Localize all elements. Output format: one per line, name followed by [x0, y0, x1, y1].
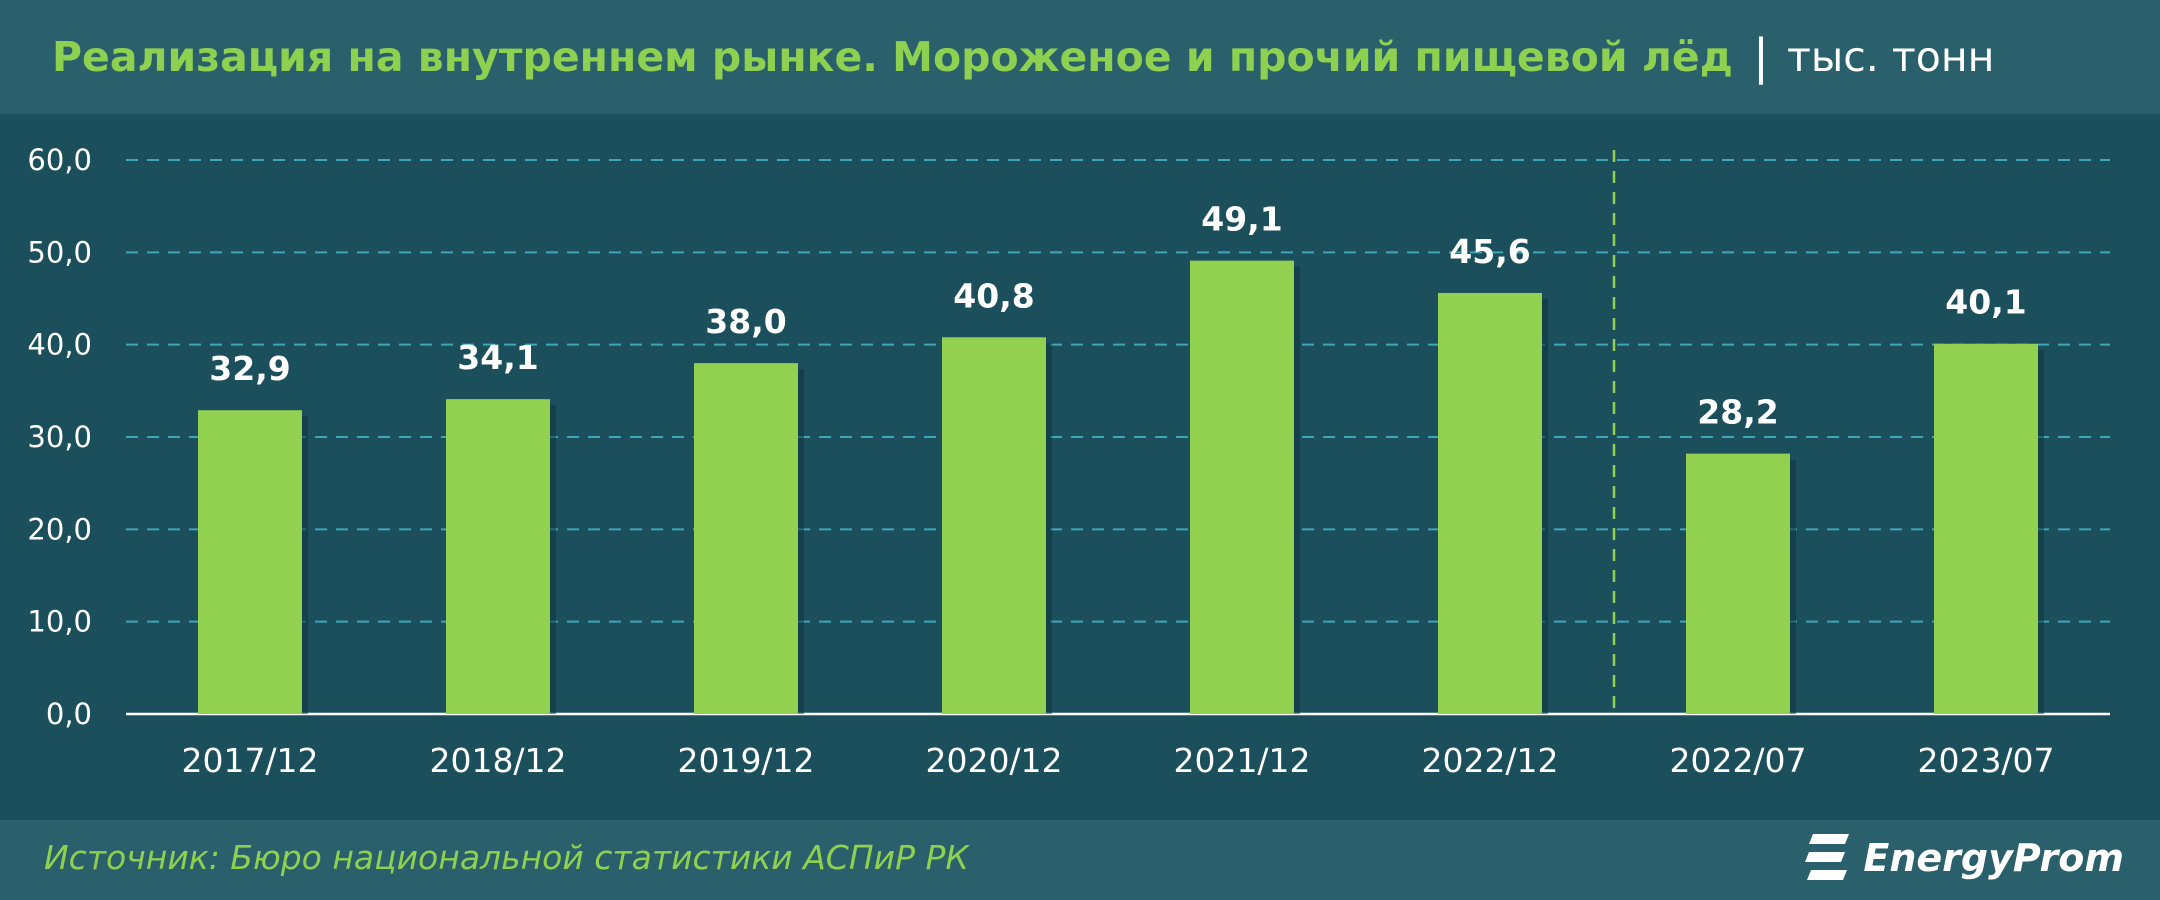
data-label: 28,2: [1697, 393, 1778, 432]
x-tick-label: 2020/12: [925, 741, 1062, 780]
chart-unit: тыс. тонн: [1786, 33, 1995, 81]
bar-chart: 0,0 10,0 20,0 30,0 40,0 50,0 60,0 32,9 2017/12 34…: [27, 143, 2110, 780]
energyprom-logo: EnergyProm: [1805, 832, 2124, 884]
bar: [198, 410, 302, 714]
data-label: 40,1: [1945, 283, 2026, 322]
data-label: 45,6: [1449, 232, 1530, 271]
title-separator: |: [1752, 29, 1769, 85]
data-label: 40,8: [953, 276, 1034, 315]
x-tick-label: 2021/12: [1173, 741, 1310, 780]
data-label: 32,9: [209, 349, 290, 388]
x-tick-label: 2022/07: [1669, 741, 1806, 780]
logo-text: EnergyProm: [1863, 836, 2124, 880]
bar: [694, 363, 798, 714]
x-tick-label: 2022/12: [1421, 741, 1558, 780]
y-tick-label: 0,0: [46, 697, 92, 731]
bar: [942, 337, 1046, 714]
bar: [1686, 453, 1790, 714]
bar: [1190, 260, 1294, 714]
x-tick-label: 2018/12: [429, 741, 566, 780]
y-tick-label: 10,0: [27, 605, 92, 639]
y-tick-label: 60,0: [27, 143, 92, 177]
x-tick-label: 2017/12: [181, 741, 318, 780]
y-tick-label: 30,0: [27, 420, 92, 454]
chart-title: Реализация на внутреннем рынке. Морожено…: [52, 33, 1733, 81]
chart-header: Реализация на внутреннем рынке. Морожено…: [0, 0, 2160, 114]
bar: [1934, 343, 2038, 714]
y-tick-label: 20,0: [27, 512, 92, 546]
x-tick-label: 2019/12: [677, 741, 814, 780]
energyprom-logo-icon: [1805, 834, 1850, 880]
y-tick-label: 40,0: [27, 328, 92, 362]
data-label: 49,1: [1201, 200, 1282, 239]
y-tick-label: 50,0: [27, 235, 92, 269]
plot-area: 0,0 10,0 20,0 30,0 40,0 50,0 60,0 32,9 2017/12 34…: [0, 114, 2160, 820]
data-label: 34,1: [457, 338, 538, 377]
data-label: 38,0: [705, 302, 786, 341]
bar: [1438, 292, 1542, 714]
chart-footer: Источник: Бюро национальной статистики А…: [0, 820, 2160, 900]
source-note: Источник: Бюро национальной статистики А…: [44, 838, 969, 877]
bar: [446, 399, 550, 714]
x-tick-label: 2023/07: [1917, 741, 2054, 780]
